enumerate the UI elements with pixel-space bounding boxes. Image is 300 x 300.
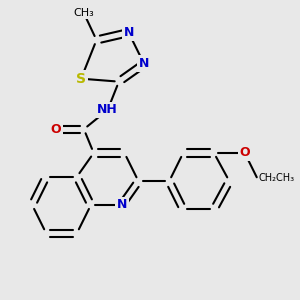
Text: S: S <box>76 72 86 86</box>
Text: N: N <box>139 57 149 70</box>
Text: O: O <box>51 123 61 136</box>
Text: N: N <box>116 199 127 212</box>
Text: CH₃: CH₃ <box>74 8 94 18</box>
Text: CH₂CH₃: CH₂CH₃ <box>259 173 295 183</box>
Text: N: N <box>124 26 134 39</box>
Text: NH: NH <box>97 103 118 116</box>
Text: O: O <box>239 146 250 160</box>
